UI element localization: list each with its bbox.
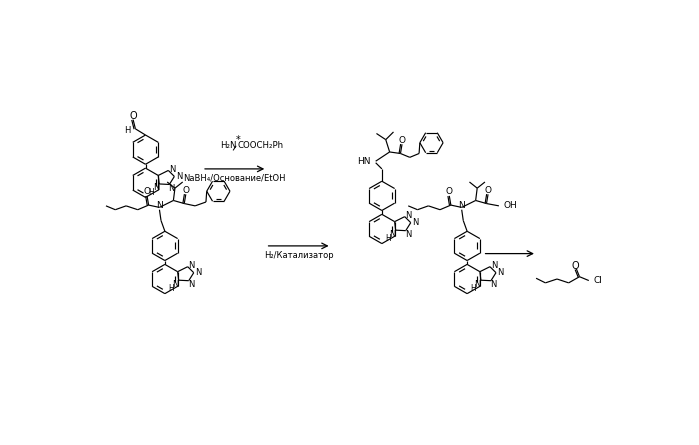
Text: N: N [459, 201, 465, 210]
Text: COOCH₂Ph: COOCH₂Ph [238, 142, 284, 150]
Text: N: N [491, 261, 497, 271]
Text: N: N [173, 279, 179, 288]
Text: N: N [389, 230, 396, 239]
Text: N: N [156, 201, 163, 210]
Text: *: * [236, 135, 240, 145]
Text: O: O [143, 187, 150, 197]
Text: N: N [490, 280, 496, 289]
Text: N: N [189, 261, 195, 271]
Text: H: H [124, 126, 131, 135]
Text: N: N [405, 211, 412, 220]
Text: NaBH₄/Основание/EtOH: NaBH₄/Основание/EtOH [183, 174, 286, 182]
Text: N: N [168, 184, 175, 193]
Text: N: N [405, 230, 411, 239]
Text: N: N [188, 280, 194, 289]
Text: N: N [475, 279, 481, 288]
Text: N: N [412, 218, 419, 227]
Text: O: O [571, 261, 579, 271]
Text: OH: OH [503, 201, 517, 210]
Text: O: O [446, 187, 453, 197]
Text: N: N [153, 183, 159, 192]
Text: H₂N: H₂N [220, 142, 237, 150]
Text: H₂/Катализатор: H₂/Катализатор [264, 251, 333, 260]
Text: N: N [176, 172, 182, 181]
Text: O: O [484, 186, 491, 195]
Text: O: O [129, 111, 137, 121]
Text: Cl: Cl [593, 276, 603, 285]
Text: H: H [385, 234, 391, 243]
Text: O: O [398, 136, 405, 145]
Text: H: H [168, 284, 174, 293]
Text: N: N [498, 268, 504, 277]
Text: H: H [470, 284, 476, 293]
Text: H: H [149, 188, 154, 197]
Text: HN: HN [357, 157, 371, 166]
Text: O: O [182, 186, 189, 195]
Text: N: N [169, 165, 175, 174]
Text: N: N [195, 268, 201, 277]
